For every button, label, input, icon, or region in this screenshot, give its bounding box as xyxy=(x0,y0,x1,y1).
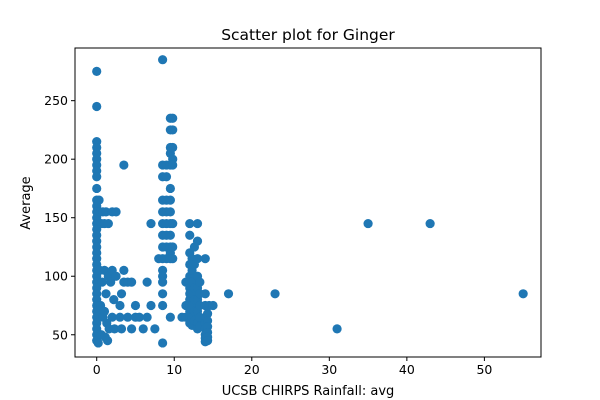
data-point xyxy=(92,101,102,112)
x-tick-label: 10 xyxy=(166,362,182,377)
data-point xyxy=(165,207,175,217)
data-point xyxy=(165,195,175,205)
data-point xyxy=(142,312,152,322)
data-point xyxy=(97,277,107,287)
data-point xyxy=(202,309,213,319)
data-point xyxy=(158,277,168,287)
data-point xyxy=(158,300,168,311)
data-point xyxy=(138,324,148,334)
data-point xyxy=(168,242,178,252)
data-point xyxy=(363,218,373,229)
data-point xyxy=(192,236,203,246)
data-point xyxy=(200,254,210,264)
y-tick-label: 150 xyxy=(44,210,68,225)
data-point xyxy=(168,160,178,170)
data-point xyxy=(116,324,127,334)
data-point xyxy=(142,277,152,287)
data-point xyxy=(101,289,111,299)
data-point xyxy=(270,289,280,299)
x-tick-label: 0 xyxy=(93,362,101,377)
data-point xyxy=(202,336,213,346)
x-tick-label: 40 xyxy=(399,362,415,377)
data-point xyxy=(150,324,160,334)
data-point xyxy=(116,289,127,299)
x-axis-label: UCSB CHIRPS Rainfall: avg xyxy=(222,384,395,399)
data-point xyxy=(102,336,113,346)
data-point xyxy=(165,183,175,194)
data-point xyxy=(109,295,119,305)
data-point xyxy=(168,218,178,229)
x-tick-label: 30 xyxy=(321,362,337,377)
x-tick-label: 50 xyxy=(476,362,492,377)
data-point xyxy=(115,312,125,322)
data-point xyxy=(119,265,129,275)
data-point xyxy=(92,183,102,194)
data-point xyxy=(123,312,133,322)
data-point xyxy=(107,312,117,322)
data-point xyxy=(165,230,175,240)
data-point xyxy=(195,277,205,287)
data-point xyxy=(192,254,203,264)
data-point xyxy=(99,306,110,316)
data-point xyxy=(192,218,203,229)
data-point xyxy=(103,218,113,229)
data-point xyxy=(92,172,102,182)
data-point xyxy=(165,312,175,322)
y-axis-ticks: 50 100 150 200 250 xyxy=(44,93,75,342)
data-point xyxy=(109,324,120,334)
data-point xyxy=(119,160,129,170)
data-point xyxy=(518,289,528,299)
data-point xyxy=(111,271,121,281)
data-point xyxy=(115,300,125,311)
points-layer xyxy=(92,55,528,348)
data-point xyxy=(106,277,116,287)
data-point xyxy=(425,218,435,229)
data-point xyxy=(127,277,137,287)
data-point xyxy=(127,324,137,334)
x-axis-ticks: 0 10 20 30 40 50 xyxy=(93,357,492,377)
y-tick-label: 200 xyxy=(44,152,68,167)
y-tick-label: 50 xyxy=(52,327,68,342)
data-point xyxy=(130,300,141,311)
y-tick-label: 100 xyxy=(44,269,68,284)
data-point xyxy=(208,300,218,311)
x-tick-label: 20 xyxy=(244,362,260,377)
data-point xyxy=(158,338,168,348)
y-axis-label: Average xyxy=(19,176,34,229)
data-point xyxy=(146,218,156,229)
y-tick-label: 250 xyxy=(44,93,68,108)
data-point xyxy=(158,55,168,65)
data-point xyxy=(223,289,234,299)
data-point xyxy=(168,125,178,135)
data-point xyxy=(161,172,172,182)
data-point xyxy=(134,312,144,322)
data-point xyxy=(94,195,104,205)
data-point xyxy=(146,300,156,311)
data-point xyxy=(168,254,178,264)
data-point xyxy=(332,324,342,334)
data-point xyxy=(111,207,121,217)
data-point xyxy=(92,66,102,77)
data-point xyxy=(93,338,103,348)
data-point xyxy=(168,142,178,153)
data-point xyxy=(158,289,168,299)
chart-title: Scatter plot for Ginger xyxy=(221,26,395,44)
data-point xyxy=(185,230,195,240)
data-point xyxy=(168,113,178,123)
data-point xyxy=(185,218,195,229)
plot-area-frame xyxy=(74,47,542,358)
data-point xyxy=(200,289,210,299)
